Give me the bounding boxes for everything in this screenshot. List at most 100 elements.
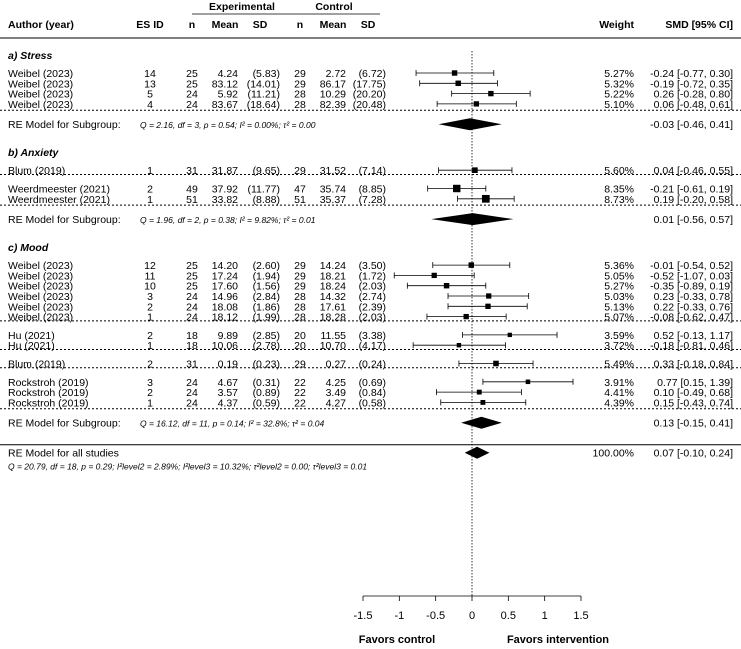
overall-model-stats: Q = 20.79, df = 18, p = 0.29; I²level2 =… [8, 462, 367, 472]
study-row-2-0-4-point [485, 303, 491, 309]
header-es-id: ES ID [136, 19, 164, 31]
subgroup-title-2: c) Mood [8, 242, 49, 254]
study-row-0-0-2-mean-exp: 5.92 [218, 89, 239, 101]
header-n-control: n [297, 19, 303, 31]
study-row-1-1-1-es-id: 1 [147, 194, 153, 206]
study-row-2-3-1-smd: 0.10 [-0.49, 0.68] [654, 387, 733, 399]
x-tick-label-2: -0.5 [426, 610, 445, 622]
subgroup-2-model-smd: 0.13 [-0.15, 0.41] [654, 418, 733, 430]
study-row-1-0-0-n-exp: 31 [186, 165, 198, 177]
study-row-0-0-2-weight: 5.22% [604, 89, 634, 101]
study-row-0-0-1-author: Weibel (2023) [8, 78, 73, 90]
study-row-2-0-5-sd-ctrl: (2.03) [359, 312, 386, 324]
x-tick-label-3: 0 [469, 610, 475, 622]
study-row-2-3-0-author: Rockstroh (2019) [8, 377, 89, 389]
study-row-2-2-0-sd-ctrl: (0.24) [359, 359, 386, 371]
study-row-2-0-1-author: Weibel (2023) [8, 270, 73, 282]
subgroup-2-model-stats: Q = 16.12, df = 11, p = 0.14; I² = 32.8%… [140, 419, 325, 429]
study-row-2-2-0-mean-ctrl: 0.27 [326, 359, 347, 371]
header-control: Control [315, 1, 352, 13]
study-row-0-0-0-smd: -0.24 [-0.77, 0.30] [650, 68, 733, 80]
study-row-2-1-1-author: Hu (2021) [8, 340, 55, 352]
study-row-2-0-5-sd-exp: (1.99) [253, 312, 280, 324]
study-row-0-0-0-mean-ctrl: 2.72 [326, 68, 347, 80]
x-label-left: Favors control [359, 634, 435, 646]
study-row-2-1-1-weight: 3.72% [604, 340, 634, 352]
study-row-1-0-0-smd: 0.04 [-0.46, 0.55] [654, 165, 733, 177]
study-row-0-0-1-es-id: 13 [144, 78, 156, 90]
study-row-2-0-4-sd-ctrl: (2.39) [359, 301, 386, 313]
study-row-0-0-1-weight: 5.32% [604, 78, 634, 90]
study-row-2-3-1-es-id: 2 [147, 387, 153, 399]
study-row-2-1-0-sd-ctrl: (3.38) [359, 330, 386, 342]
study-row-2-0-3-mean-ctrl: 14.32 [320, 291, 346, 303]
study-row-1-1-1-mean-ctrl: 35.37 [320, 194, 346, 206]
study-row-2-0-5-mean-ctrl: 18.28 [320, 312, 346, 324]
subgroup-0-model-smd: -0.03 [-0.46, 0.41] [650, 119, 733, 131]
study-row-1-0-0-point [472, 167, 478, 174]
study-row-1-1-0-smd: -0.21 [-0.61, 0.19] [650, 184, 733, 196]
study-row-2-2-0-weight: 5.49% [604, 359, 634, 371]
study-row-2-3-2-es-id: 1 [147, 397, 153, 409]
study-row-2-0-1-n-ctrl: 29 [294, 270, 306, 282]
study-row-0-0-2-sd-exp: (11.21) [248, 89, 281, 101]
study-row-2-3-0-mean-ctrl: 4.25 [326, 377, 347, 389]
study-row-2-0-4-mean-exp: 18.08 [212, 301, 238, 313]
study-row-2-1-0-sd-exp: (2.85) [253, 330, 280, 342]
study-row-2-0-4-weight: 5.13% [604, 301, 634, 313]
x-label-right: Favors intervention [507, 634, 609, 646]
study-row-1-1-1-point [481, 194, 490, 203]
study-row-0-0-0-n-ctrl: 29 [294, 68, 306, 80]
study-row-2-0-2-author: Weibel (2023) [8, 281, 73, 293]
study-row-1-1-1-n-exp: 51 [186, 194, 198, 206]
study-row-2-0-5-n-exp: 24 [186, 312, 198, 324]
study-row-2-0-2-smd: -0.35 [-0.89, 0.19] [650, 281, 733, 293]
study-row-2-1-0-weight: 3.59% [604, 330, 634, 342]
study-row-2-0-1-es-id: 11 [145, 270, 156, 282]
study-row-2-0-0-smd: -0.01 [-0.54, 0.52] [650, 260, 733, 272]
study-row-0-0-1-point [455, 80, 461, 87]
study-row-2-3-2-n-exp: 24 [186, 397, 198, 409]
study-row-1-1-0-point [453, 184, 461, 193]
study-row-0-0-1-mean-ctrl: 86.17 [320, 78, 346, 90]
study-row-2-1-1-point [456, 342, 462, 348]
study-row-0-0-3-author: Weibel (2023) [8, 99, 73, 111]
study-row-2-0-1-mean-ctrl: 18.21 [320, 270, 346, 282]
overall-smd: 0.07 [-0.10, 0.24] [654, 448, 733, 460]
header-smd: SMD [95% CI] [665, 19, 733, 31]
study-row-1-0-0-n-ctrl: 29 [294, 165, 306, 177]
study-row-0-0-2-author: Weibel (2023) [8, 89, 73, 101]
study-row-1-1-0-sd-exp: (11.77) [248, 184, 281, 196]
x-axis: -1.5 -1 -0.5 0 0.5 1 1.5 Favors control Favors i… [354, 595, 609, 646]
study-row-2-0-4-sd-exp: (1.86) [253, 301, 280, 313]
study-row-2-1-0-author: Hu (2021) [8, 330, 55, 342]
study-row-0-0-1-sd-ctrl: (17.75) [353, 78, 386, 90]
study-row-2-0-5-mean-exp: 18.12 [212, 312, 238, 324]
study-row-2-3-2-weight: 4.39% [604, 397, 634, 409]
subgroup-1-model-label: RE Model for Subgroup: [8, 214, 121, 226]
study-row-0-0-3-sd-exp: (18.64) [247, 99, 280, 111]
study-row-2-3-1-mean-exp: 3.57 [218, 387, 239, 399]
study-row-2-3-1-author: Rockstroh (2019) [8, 387, 89, 399]
study-row-0-0-3-sd-ctrl: (20.48) [353, 99, 386, 111]
overall-model-label: RE Model for all studies [8, 448, 119, 460]
study-row-2-0-2-weight: 5.27% [604, 281, 634, 293]
study-row-1-0-0-sd-exp: (9.65) [253, 165, 280, 177]
study-row-2-0-5-author: Weibel (2023) [8, 312, 73, 324]
study-row-2-0-0-n-exp: 25 [186, 260, 198, 272]
study-row-2-3-2-author: Rockstroh (2019) [8, 397, 89, 409]
study-row-2-0-1-sd-ctrl: (1.72) [359, 270, 386, 282]
study-row-2-1-1-sd-exp: (2.78) [253, 340, 280, 352]
x-tick-label-6: 1.5 [573, 610, 588, 622]
study-row-1-1-0-weight: 8.35% [604, 184, 634, 196]
study-row-2-2-0-point [493, 360, 499, 367]
study-row-2-1-0-mean-ctrl: 11.55 [321, 330, 347, 342]
study-row-0-0-2-es-id: 5 [147, 89, 153, 101]
study-row-2-2-0-smd: 0.33 [-0.18, 0.84] [654, 359, 733, 371]
study-row-0-0-0-mean-exp: 4.24 [218, 68, 239, 80]
study-row-2-0-2-n-ctrl: 29 [294, 281, 306, 293]
study-row-1-1-0-mean-exp: 37.92 [212, 184, 238, 196]
study-row-2-0-3-point [486, 293, 492, 299]
study-row-1-1-1-weight: 8.73% [604, 194, 634, 206]
